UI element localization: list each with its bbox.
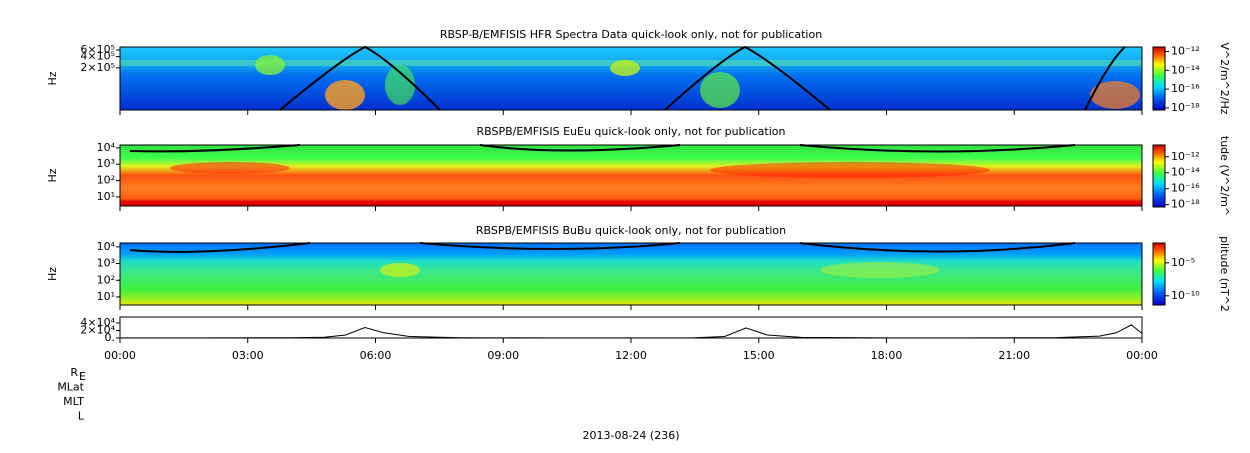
y-tick-label: 10¹ bbox=[97, 190, 115, 203]
ephemeris-subscript: E bbox=[79, 370, 86, 383]
colorbar bbox=[1152, 242, 1166, 306]
x-tick-label: 12:00 bbox=[615, 349, 647, 362]
colorbar-tick-label: 10⁻¹⁴ bbox=[1171, 63, 1200, 76]
y-tick-label: 6×10⁵ bbox=[80, 43, 115, 56]
y-tick-label: 10³ bbox=[97, 257, 115, 270]
colorbar-tick-label: 10⁻¹² bbox=[1171, 44, 1200, 57]
colorbar-tick-label: 10⁻¹⁶ bbox=[1171, 82, 1200, 95]
y-tick-label: 10² bbox=[97, 273, 115, 286]
y-axis-label: Hz bbox=[46, 267, 59, 281]
spectrogram-fills bbox=[120, 47, 1142, 338]
colorbar-tick-label: 10⁻¹⁸ bbox=[1171, 198, 1200, 211]
y-tick-label: 4×10⁵ bbox=[80, 50, 115, 63]
panel-frame bbox=[119, 144, 1143, 207]
line bbox=[120, 324, 1143, 339]
x-tick-label: 06:00 bbox=[360, 349, 392, 362]
y-tick-label: 2×10⁴ bbox=[80, 324, 115, 337]
colorbar-label: tude (V^2/m^ bbox=[1218, 136, 1231, 216]
ephemeris-label: L bbox=[78, 410, 85, 423]
ephemeris-label: MLT bbox=[63, 395, 84, 408]
x-tick-label: 03:00 bbox=[232, 349, 264, 362]
x-tick-label: 09:00 bbox=[487, 349, 519, 362]
panel-title: RBSP-B/EMFISIS HFR Spectra Data quick-lo… bbox=[440, 28, 822, 41]
colorbar-tick-label: 10⁻¹⁸ bbox=[1171, 101, 1200, 114]
panel-frame bbox=[119, 242, 1143, 306]
y-tick-label: 2×10⁵ bbox=[80, 61, 115, 74]
colorbar-label: plitude (nT^2 bbox=[1218, 236, 1231, 312]
x-tick-label: 15:00 bbox=[743, 349, 775, 362]
y-tick-label: 4×10⁴ bbox=[80, 316, 115, 329]
colorbar-tick-label: 10⁻⁵ bbox=[1171, 256, 1195, 269]
y-axis-label: Hz bbox=[46, 168, 59, 182]
y-tick-label: 10⁴ bbox=[97, 141, 116, 154]
colorbar-tick-label: 10⁻¹⁶ bbox=[1171, 182, 1200, 195]
ephemeris-label: MLat bbox=[57, 381, 84, 394]
colorbar bbox=[1152, 46, 1166, 111]
y-tick-label: 10⁴ bbox=[97, 240, 116, 253]
x-tick-label: 21:00 bbox=[998, 349, 1030, 362]
panel-title: RBSPB/EMFISIS EuEu quick-look only, not … bbox=[476, 125, 785, 138]
y-tick-label: 0. bbox=[105, 331, 116, 344]
colorbar bbox=[1152, 144, 1166, 208]
colorbar-tick-label: 10⁻¹⁰ bbox=[1171, 289, 1200, 302]
y-axis-label: Hz bbox=[46, 71, 59, 85]
ephemeris-label: R bbox=[70, 366, 78, 379]
y-tick-label: 10¹ bbox=[97, 290, 115, 303]
y-tick-label: 10² bbox=[97, 174, 115, 187]
x-tick-label: 00:00 bbox=[1126, 349, 1158, 362]
date-label: 2013-08-24 (236) bbox=[582, 429, 679, 442]
colorbar-tick-label: 10⁻¹² bbox=[1171, 150, 1200, 163]
panel-frame bbox=[119, 46, 1143, 111]
colorbar-label: V^2/m^2/Hz bbox=[1218, 42, 1231, 114]
y-tick-label: 10³ bbox=[97, 157, 115, 170]
panel-title: RBSPB/EMFISIS BuBu quick-look only, not … bbox=[476, 224, 786, 237]
x-tick-label: 00:00 bbox=[104, 349, 136, 362]
colorbar-tick-label: 10⁻¹⁴ bbox=[1171, 166, 1200, 179]
x-tick-label: 18:00 bbox=[871, 349, 903, 362]
